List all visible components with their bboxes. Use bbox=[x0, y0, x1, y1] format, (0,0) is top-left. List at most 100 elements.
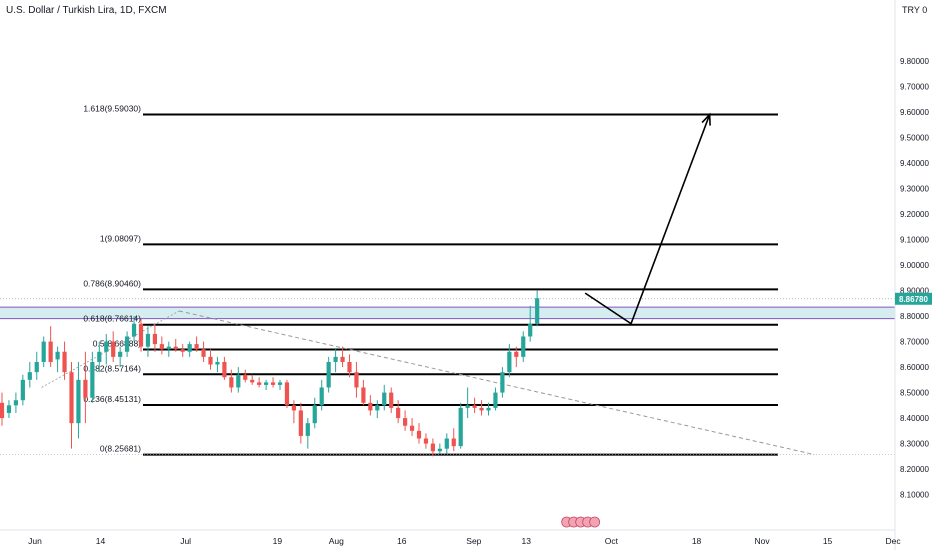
y-tick-label: 8.70000 bbox=[900, 338, 929, 347]
fib-level-label: 0(8.25681) bbox=[100, 444, 141, 454]
candle-body bbox=[354, 372, 359, 388]
candle-body bbox=[486, 407, 491, 411]
candle-body bbox=[493, 392, 498, 408]
candle-body bbox=[229, 377, 234, 388]
candle-body bbox=[0, 402, 5, 419]
candle-body bbox=[83, 379, 88, 398]
candle-body bbox=[409, 425, 415, 431]
candle-body bbox=[312, 405, 317, 424]
y-tick-label: 8.20000 bbox=[900, 465, 929, 474]
candle-body bbox=[340, 356, 345, 362]
candle-body bbox=[305, 423, 310, 436]
candle-body bbox=[319, 387, 324, 406]
candle-body bbox=[514, 351, 519, 357]
candle-body bbox=[361, 387, 366, 403]
candle-body bbox=[90, 361, 95, 398]
candle-body bbox=[521, 336, 526, 357]
candle-body bbox=[62, 351, 67, 373]
fib-level-label: 0.5(8.66888) bbox=[93, 339, 141, 349]
candle-body bbox=[250, 379, 255, 383]
candle-body bbox=[437, 448, 442, 452]
x-tick-label: 19 bbox=[273, 536, 283, 546]
candle-body bbox=[187, 344, 192, 352]
candle-body bbox=[472, 405, 477, 408]
candle-body bbox=[284, 382, 290, 406]
candle-body bbox=[423, 438, 429, 444]
event-flag-icon bbox=[589, 516, 601, 528]
y-tick-label: 9.10000 bbox=[900, 236, 929, 245]
candle-body bbox=[76, 379, 81, 424]
candle-body bbox=[298, 410, 303, 436]
x-tick-label: Sep bbox=[466, 536, 481, 546]
y-tick-label: 9.80000 bbox=[900, 57, 929, 66]
candle-body bbox=[41, 341, 46, 362]
x-tick-label: 13 bbox=[522, 536, 532, 546]
candle-body bbox=[145, 333, 151, 347]
candle-body bbox=[34, 361, 39, 373]
candle-body bbox=[104, 341, 109, 352]
candle-body bbox=[326, 361, 331, 388]
y-tick-label: 9.70000 bbox=[900, 83, 929, 92]
candle-body bbox=[444, 438, 449, 449]
candle-body bbox=[382, 392, 387, 406]
currency-label[interactable]: TRY 0 bbox=[902, 5, 927, 15]
y-tick-label: 9.00000 bbox=[900, 261, 929, 270]
projection-arrowhead bbox=[701, 112, 711, 126]
candle-body bbox=[403, 418, 408, 426]
y-tick-label: 8.80000 bbox=[900, 312, 929, 321]
y-tick-label: 9.60000 bbox=[900, 108, 929, 117]
y-tick-label: 8.50000 bbox=[900, 389, 929, 398]
fib-level-label: 0.382(8.57164) bbox=[83, 363, 141, 373]
candle-body bbox=[257, 382, 262, 385]
currency-menu-value: 0 bbox=[922, 5, 928, 15]
candle-body bbox=[20, 379, 25, 401]
candle-body bbox=[396, 407, 401, 419]
candle-body bbox=[243, 374, 248, 380]
candle-body bbox=[173, 346, 178, 350]
candle-body bbox=[270, 382, 276, 385]
candle-body bbox=[368, 402, 373, 411]
y-tick-label: 9.50000 bbox=[900, 134, 929, 143]
y-tick-label: 8.40000 bbox=[900, 414, 929, 423]
x-tick-label: Nov bbox=[754, 536, 770, 546]
candle-body bbox=[222, 361, 227, 378]
chart-title: U.S. Dollar / Turkish Lira, 1D, FXCM bbox=[6, 5, 167, 16]
candle-body bbox=[194, 344, 199, 350]
candle-body bbox=[500, 372, 505, 393]
candle-body bbox=[138, 323, 144, 347]
candle-body bbox=[264, 382, 269, 385]
fib-level-label: 0.618(8.76614) bbox=[83, 314, 141, 324]
candle-body bbox=[416, 430, 422, 439]
trend-line bbox=[178, 310, 815, 456]
fib-level-label: 0.786(8.90460) bbox=[83, 278, 141, 288]
candle-body bbox=[6, 405, 12, 413]
candle-body bbox=[97, 351, 102, 362]
candle-body bbox=[69, 372, 74, 424]
last-price-badge bbox=[895, 292, 932, 305]
candle-body bbox=[131, 323, 137, 337]
candle-body bbox=[55, 351, 60, 360]
y-tick-label: 8.10000 bbox=[900, 491, 929, 500]
candle-body bbox=[27, 372, 32, 380]
x-tick-label: 15 bbox=[823, 536, 833, 546]
candle-body bbox=[458, 407, 463, 447]
candle-body bbox=[236, 374, 241, 388]
candle-body bbox=[389, 392, 394, 408]
candle-body bbox=[13, 400, 18, 406]
candle-body bbox=[118, 351, 123, 357]
x-tick-label: 14 bbox=[96, 536, 106, 546]
fib-level-label: 1.618(9.59030) bbox=[83, 103, 141, 113]
candle-body bbox=[180, 349, 185, 352]
candle-body bbox=[479, 407, 484, 411]
candle-body bbox=[291, 405, 296, 411]
x-tick-label: Oct bbox=[605, 536, 619, 546]
candle-body bbox=[201, 349, 206, 357]
y-tick-label: 9.40000 bbox=[900, 159, 929, 168]
candle-body bbox=[159, 344, 164, 350]
candle-body bbox=[465, 405, 470, 408]
candle-body bbox=[535, 298, 540, 324]
x-tick-label: 18 bbox=[692, 536, 702, 546]
candle-body bbox=[333, 356, 338, 362]
